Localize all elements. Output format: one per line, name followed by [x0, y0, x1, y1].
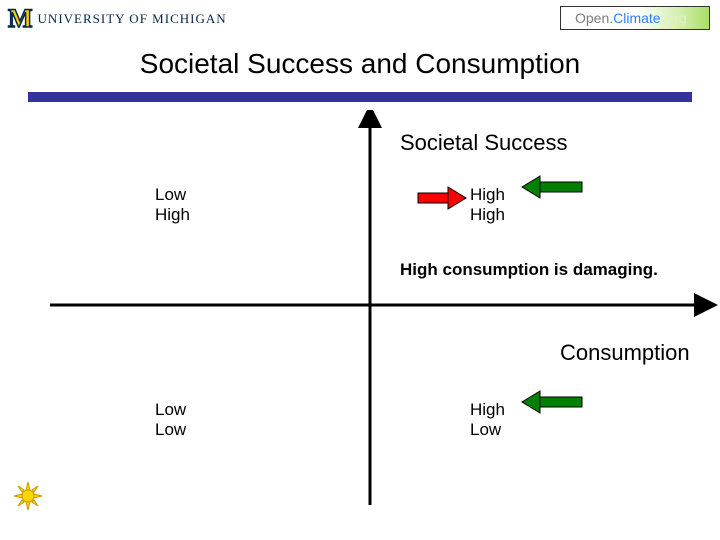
openclimate-org: .org: [663, 10, 687, 26]
q3-line2: Low: [155, 420, 186, 440]
q3-line1: Low: [155, 400, 186, 420]
openclimate-badge: Open.Climate.org: [560, 6, 710, 30]
title-underline: [28, 92, 692, 102]
q2-line1: High: [470, 185, 505, 205]
sun-icon: [12, 480, 44, 512]
quadrant-top-right-label: High High: [470, 185, 505, 225]
header-bar: M UNIVERSITY OF MICHIGAN Open.Climate.or…: [0, 0, 720, 40]
green-arrow-q4-icon: [522, 391, 582, 413]
red-arrow-icon: [418, 187, 466, 209]
openclimate-open: Open.: [575, 10, 613, 26]
quadrant-bottom-left-label: Low Low: [155, 400, 186, 440]
um-logo: M UNIVERSITY OF MICHIGAN: [8, 4, 227, 34]
green-arrow-q2-icon: [522, 176, 582, 198]
quadrant-bottom-right-label: High Low: [470, 400, 505, 440]
quadrant-diagram: Societal Success Consumption Low High Hi…: [0, 110, 720, 530]
q1-line2: High: [155, 205, 190, 225]
q4-line1: High: [470, 400, 505, 420]
um-logo-text: UNIVERSITY OF MICHIGAN: [38, 11, 227, 27]
x-axis-label: Consumption: [560, 340, 690, 366]
y-axis-label: Societal Success: [400, 130, 568, 156]
slide-title: Societal Success and Consumption: [0, 48, 720, 80]
axes-svg: [0, 110, 720, 530]
um-logo-m: M: [8, 4, 32, 34]
damage-caption: High consumption is damaging.: [400, 260, 658, 280]
quadrant-top-left-label: Low High: [155, 185, 190, 225]
openclimate-climate: Climate: [613, 10, 660, 26]
q2-line2: High: [470, 205, 505, 225]
q1-line1: Low: [155, 185, 190, 205]
q4-line2: Low: [470, 420, 505, 440]
